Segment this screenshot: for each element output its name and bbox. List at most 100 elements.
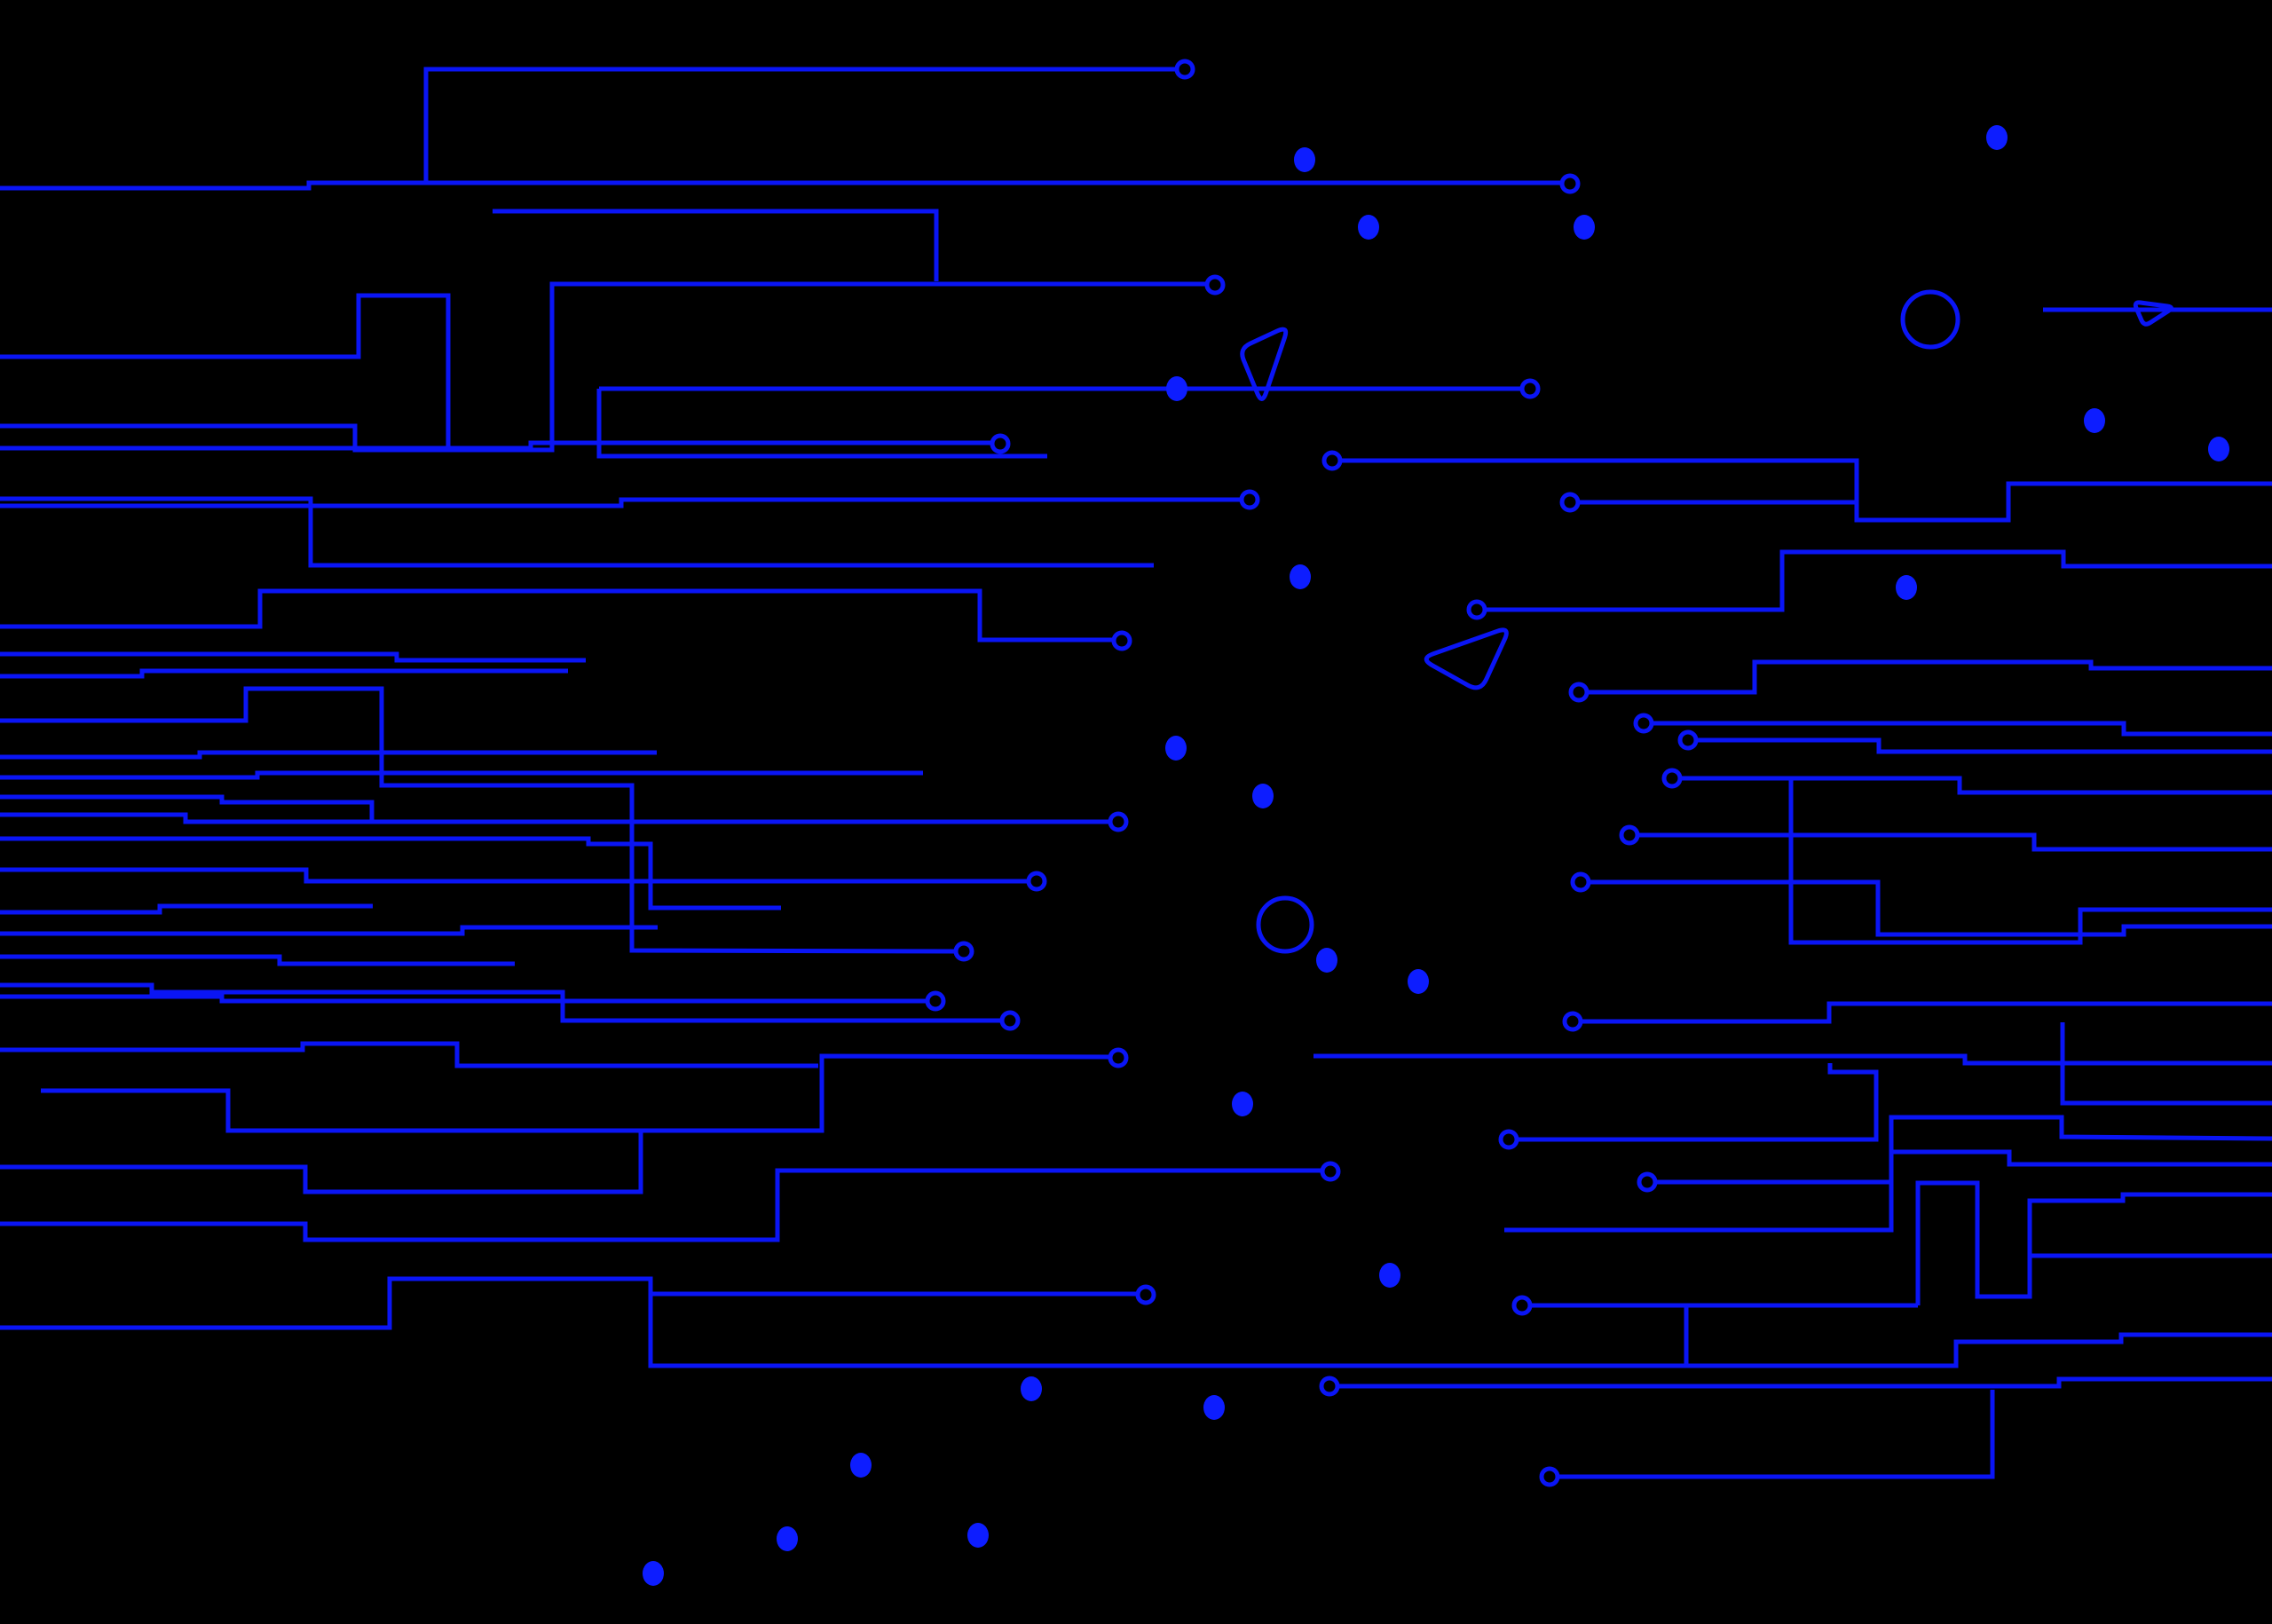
circuit-trace (0, 686, 958, 954)
outline-circle (1900, 289, 1960, 350)
pad-dot (1316, 948, 1337, 973)
circuit-trace (1580, 1001, 2272, 1024)
via-ring (1637, 1171, 1658, 1193)
pad-dot (1166, 376, 1187, 401)
circuit-trace (0, 812, 1111, 824)
circuit-trace (0, 982, 1003, 1023)
via-ring (1108, 1047, 1129, 1068)
circuit-trace (0, 440, 993, 451)
via-ring (1466, 599, 1487, 620)
via-ring (1559, 173, 1581, 194)
circuit-trace (1504, 1115, 2272, 1233)
via-ring (1319, 1376, 1340, 1397)
circuit-trace (0, 668, 568, 679)
outline-circle (1256, 895, 1314, 954)
circuit-trace (1891, 1149, 2272, 1167)
pad-dot (1021, 1376, 1042, 1401)
pad-dot (777, 1526, 798, 1551)
via-ring (1239, 489, 1260, 510)
pad-dot (2208, 437, 2229, 461)
circuit-trace (596, 389, 1047, 459)
via-ring (1559, 492, 1581, 513)
via-ring (1633, 713, 1654, 734)
circuit-trace (0, 770, 923, 780)
circuit-trace (1557, 1390, 1995, 1479)
circuit-trace (1586, 659, 2272, 695)
circuit-trace (0, 867, 1030, 884)
circuit-trace (0, 1132, 643, 1194)
pad-dot (1986, 125, 2008, 150)
pad-dot (1358, 215, 1379, 240)
via-ring (990, 433, 1011, 454)
via-ring (1519, 378, 1541, 399)
via-ring (1619, 824, 1640, 846)
pad-dot (1252, 784, 1274, 808)
circuit-trace (0, 794, 375, 822)
circuit-trace (0, 588, 1115, 643)
circuit-trace (0, 1276, 2272, 1368)
circuit-trace (0, 496, 1154, 568)
via-ring (1498, 1129, 1519, 1150)
circuit-trace (1337, 1376, 2272, 1389)
circuit-trace (0, 954, 515, 966)
circuit-trace (1695, 737, 2272, 754)
pad-dots-layer (643, 125, 2229, 1586)
circuit-trace (0, 903, 373, 915)
via-rings-layer (925, 59, 1699, 1487)
circuit-trace (0, 925, 658, 936)
via-ring (1321, 450, 1343, 471)
via-ring (1570, 871, 1591, 893)
via-ring (1026, 871, 1047, 892)
outline-triangle (1424, 627, 1509, 690)
pad-dot (1379, 1263, 1400, 1288)
pad-dot (643, 1561, 664, 1586)
via-ring (925, 990, 946, 1012)
circuit-trace (2060, 1022, 2272, 1106)
circuit-trace (0, 651, 586, 663)
circuit-trace (423, 67, 1178, 181)
via-ring (1677, 729, 1699, 751)
circuit-trace (1516, 1063, 1879, 1142)
circuit-trace (0, 836, 781, 911)
via-ring (1568, 682, 1590, 703)
circuit-trace (1788, 778, 2272, 945)
circuit-trace (1588, 879, 2272, 937)
pad-dot (850, 1453, 872, 1478)
pad-dot (1896, 575, 1917, 600)
via-ring (1539, 1466, 1560, 1487)
pad-dot (1203, 1395, 1225, 1420)
via-ring (1320, 1161, 1341, 1182)
circuit-trace (1637, 832, 2272, 852)
via-ring (1204, 274, 1226, 296)
via-ring (999, 1010, 1021, 1031)
circuit-trace (1915, 1180, 2272, 1305)
pad-dot (1294, 147, 1315, 172)
circuit-trace (0, 293, 451, 449)
circuit-trace (0, 994, 928, 1004)
circuit-trace (1484, 549, 2272, 612)
circuit-trace (0, 1041, 818, 1068)
via-ring (1511, 1295, 1533, 1316)
circuit-trace (1651, 721, 2272, 737)
via-ring (953, 941, 974, 962)
circuit-trace (1339, 458, 2272, 523)
traces-layer (0, 67, 2272, 1479)
via-ring (1661, 768, 1683, 789)
circuit-trace (0, 750, 657, 760)
outline-triangle (2133, 300, 2173, 327)
pad-dot (967, 1523, 989, 1548)
via-ring (1111, 630, 1132, 651)
pad-dot (1232, 1092, 1253, 1116)
pad-dot (1574, 215, 1595, 240)
circuit-trace (1679, 776, 2272, 795)
circuit-trace (41, 1053, 1112, 1133)
shapes-layer (1240, 289, 2173, 954)
circuit-trace (0, 180, 1562, 191)
pad-dot (1165, 736, 1187, 761)
outline-triangle (1240, 327, 1289, 401)
via-ring (1108, 811, 1129, 832)
circuit-trace (1314, 1053, 2272, 1066)
